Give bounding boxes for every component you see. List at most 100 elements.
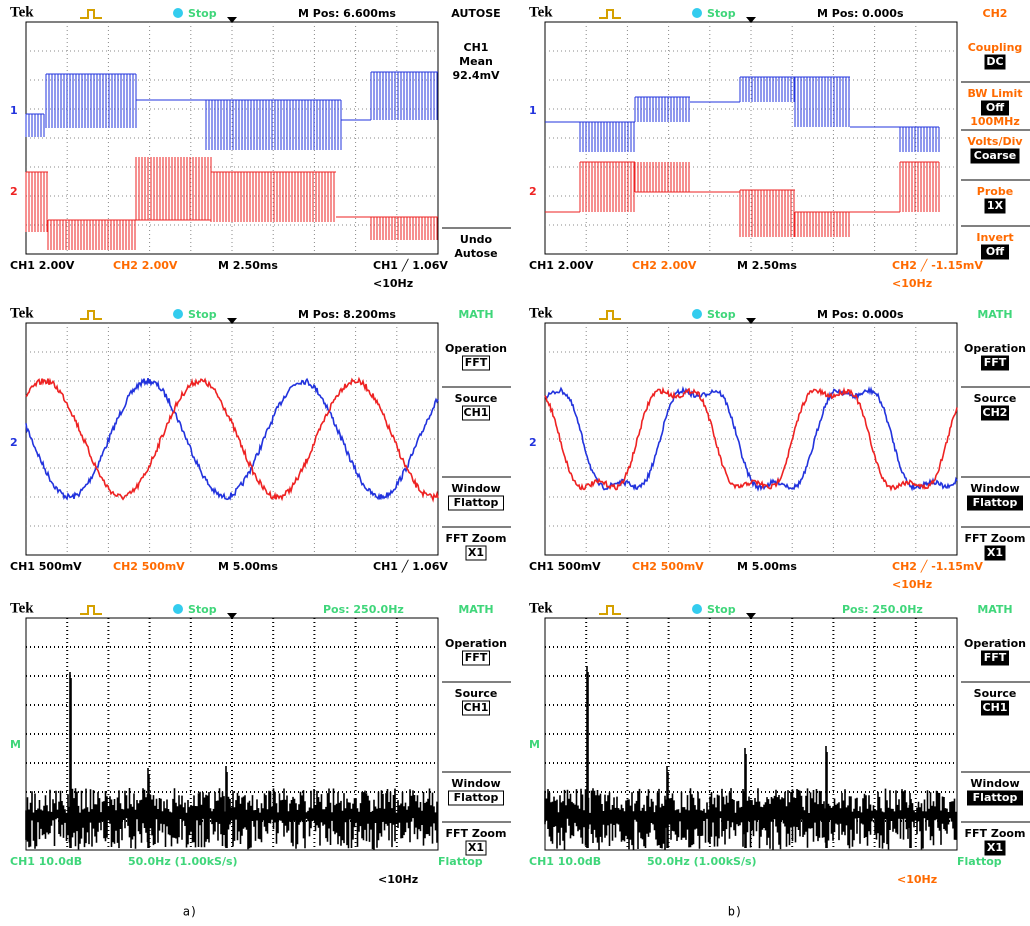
menu-label: Operation (964, 637, 1026, 650)
menu-label: FFT Zoom (446, 532, 507, 545)
status-line: CH2 500mV (632, 560, 704, 573)
menu-value: Autose (454, 247, 497, 260)
menu-label: Probe (977, 185, 1013, 198)
menu-value: CH1 (464, 406, 489, 419)
menu-label: BW Limit (967, 87, 1022, 100)
menu-value: 92.4mV (452, 69, 500, 82)
menu-value: 100MHz (970, 115, 1020, 128)
status-line: CH2 2.00V (113, 259, 178, 272)
menu-value: DC (986, 55, 1003, 68)
status-dot (692, 309, 702, 319)
trigger-icon (599, 311, 621, 319)
status-line: CH1 2.00V (529, 259, 594, 272)
status: Stop (707, 603, 736, 616)
brand: Tek (10, 600, 34, 616)
menu-label: Source (974, 687, 1017, 700)
menu-value: 1X (987, 199, 1004, 212)
status-line: <10Hz (897, 873, 937, 886)
trigger-icon (80, 10, 102, 18)
status-line: CH2 ╱ -1.15mV (892, 258, 983, 272)
menu-value: CH1 (464, 701, 489, 714)
menu-label: FFT Zoom (965, 827, 1026, 840)
position: M Pos: 0.000s (817, 7, 904, 20)
status-line: CH1 2.00V (10, 259, 75, 272)
menu-label: Operation (445, 637, 507, 650)
caption: a) (183, 905, 197, 919)
menu-label: Operation (964, 342, 1026, 355)
status-line: CH2 500mV (113, 560, 185, 573)
menu-label: Coupling (968, 41, 1023, 54)
menu-value: X1 (987, 546, 1003, 559)
menu-label: Window (451, 482, 500, 495)
trigger-icon (599, 606, 621, 614)
status-line: CH2 2.00V (632, 259, 697, 272)
channel-marker: 2 (10, 436, 18, 449)
menu-value: Off (986, 245, 1004, 258)
menu-label: Volts/Div (967, 135, 1023, 148)
status: Stop (188, 7, 217, 20)
channel-marker: M (10, 738, 21, 751)
position: Pos: 250.0Hz (323, 603, 404, 616)
scope-panel: TekStopM Pos: 8.200msMATH2OperationFFTSo… (10, 305, 511, 573)
channel-marker: 1 (529, 104, 537, 117)
trigger-icon (80, 606, 102, 614)
channel-marker: 2 (10, 185, 18, 198)
scope-panel: TekStopPos: 250.0HzMATHMOperationFFTSour… (529, 600, 1030, 886)
status-line: CH1 10.0dB (10, 855, 82, 868)
menu-value: Mean (459, 55, 493, 68)
status-line: CH1 ╱ 1.06V (373, 258, 448, 272)
channel-marker: M (529, 738, 540, 751)
menu-value: FFT (465, 356, 488, 369)
menu-value: Flattop (973, 791, 1018, 804)
status-line: Flattop (957, 855, 1002, 868)
menu-value: Off (986, 101, 1004, 114)
status: Stop (188, 603, 217, 616)
status-line: Flattop (438, 855, 483, 868)
menu-value: X1 (987, 841, 1003, 854)
status-line: M 2.50ms (218, 259, 278, 272)
menu-value: Coarse (974, 149, 1017, 162)
figure: a) b) Tek Stop M Pos: 6.600ms AUTOSE 1 2 CH1 Me… (0, 0, 1030, 926)
position: M Pos: 8.200ms (298, 308, 396, 321)
menu-label: Window (970, 777, 1019, 790)
status-line: <10Hz (378, 873, 418, 886)
menu-label: Operation (445, 342, 507, 355)
brand: Tek (10, 4, 34, 20)
menu-label: Invert (976, 231, 1013, 244)
status-line: CH1 10.0dB (529, 855, 601, 868)
menu-title: MATH (458, 308, 493, 321)
status-line: M 5.00ms (218, 560, 278, 573)
position: M Pos: 0.000s (817, 308, 904, 321)
caption: b) (728, 905, 742, 919)
status-dot (173, 604, 183, 614)
menu-title: CH2 (983, 7, 1008, 20)
brand: Tek (529, 4, 553, 20)
menu-value: Flattop (973, 496, 1018, 509)
menu-title: MATH (977, 603, 1012, 616)
menu-label: Undo (460, 233, 493, 246)
status-line: CH1 500mV (10, 560, 82, 573)
status-dot (173, 8, 183, 18)
menu-value: X1 (468, 841, 484, 854)
position: M Pos: 6.600ms (298, 7, 396, 20)
status-line: 50.0Hz (1.00kS/s) (647, 855, 757, 868)
menu-value: FFT (465, 651, 488, 664)
menu-label: Window (970, 482, 1019, 495)
status-line: <10Hz (373, 277, 413, 290)
scope-panel: TekStopM Pos: 0.000sMATH2OperationFFTSou… (529, 305, 1030, 591)
menu-value: FFT (984, 651, 1007, 664)
channel-marker: 1 (10, 104, 18, 117)
trigger-icon (599, 10, 621, 18)
menu-value: Flattop (454, 791, 499, 804)
status: Stop (707, 308, 736, 321)
menu-label: FFT Zoom (965, 532, 1026, 545)
trigger-icon (80, 311, 102, 319)
menu-title: AUTOSE (451, 7, 500, 20)
status-line: CH1 500mV (529, 560, 601, 573)
status-line: M 2.50ms (737, 259, 797, 272)
status-line: <10Hz (892, 578, 932, 591)
status-line: CH2 ╱ -1.15mV (892, 559, 983, 573)
menu-label: Source (455, 392, 498, 405)
